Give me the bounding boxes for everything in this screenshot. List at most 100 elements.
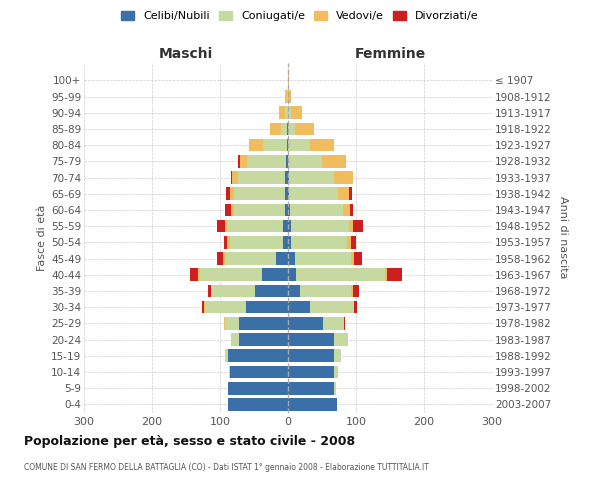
Bar — [334, 366, 338, 378]
Bar — [224, 236, 227, 248]
Bar — [288, 139, 310, 151]
Bar — [349, 188, 352, 200]
Bar — [344, 317, 345, 330]
Y-axis label: Anni di nascita: Anni di nascita — [558, 196, 568, 278]
Bar — [334, 350, 341, 362]
Bar — [230, 366, 288, 378]
Bar — [240, 155, 247, 168]
Bar — [203, 301, 205, 314]
Bar — [247, 155, 286, 168]
Bar — [288, 106, 292, 119]
Bar — [292, 220, 349, 232]
Bar — [283, 236, 288, 248]
Bar — [347, 236, 350, 248]
Bar — [231, 334, 239, 346]
Bar — [287, 90, 288, 103]
Bar — [223, 252, 225, 265]
Bar — [249, 139, 263, 151]
Bar — [285, 90, 287, 103]
Bar — [262, 268, 288, 281]
Y-axis label: Fasce di età: Fasce di età — [37, 204, 47, 270]
Text: Popolazione per età, sesso e stato civile - 2008: Popolazione per età, sesso e stato civil… — [24, 435, 355, 448]
Bar — [288, 236, 292, 248]
Bar — [230, 188, 233, 200]
Bar — [211, 284, 256, 298]
Bar — [239, 334, 288, 346]
Bar — [288, 122, 295, 136]
Bar — [229, 366, 230, 378]
Bar — [288, 284, 300, 298]
Bar — [288, 155, 322, 168]
Text: Maschi: Maschi — [159, 47, 213, 61]
Bar — [271, 122, 281, 136]
Bar — [276, 252, 288, 265]
Bar — [198, 268, 200, 281]
Bar — [323, 317, 344, 330]
Bar — [295, 252, 350, 265]
Bar — [292, 236, 347, 248]
Bar — [246, 301, 288, 314]
Bar — [288, 74, 289, 86]
Bar — [238, 155, 240, 168]
Bar — [354, 252, 362, 265]
Bar — [288, 398, 337, 410]
Legend: Celibi/Nubili, Coniugati/e, Vedovi/e, Divorziati/e: Celibi/Nubili, Coniugati/e, Vedovi/e, Di… — [121, 10, 479, 21]
Bar — [353, 284, 359, 298]
Bar — [225, 350, 228, 362]
Bar — [190, 268, 198, 281]
Bar — [288, 252, 295, 265]
Text: Femmine: Femmine — [355, 47, 425, 61]
Bar — [334, 171, 353, 184]
Bar — [288, 350, 334, 362]
Bar — [200, 268, 262, 281]
Bar — [310, 139, 334, 151]
Bar — [226, 188, 230, 200]
Bar — [338, 188, 349, 200]
Bar — [231, 171, 232, 184]
Bar — [263, 139, 287, 151]
Bar — [232, 171, 238, 184]
Bar — [350, 252, 354, 265]
Bar — [287, 139, 288, 151]
Bar — [354, 301, 358, 314]
Bar — [228, 350, 288, 362]
Bar — [350, 236, 356, 248]
Bar — [289, 188, 338, 200]
Bar — [239, 317, 288, 330]
Bar — [217, 220, 225, 232]
Bar — [230, 236, 283, 248]
Bar — [205, 301, 246, 314]
Bar — [228, 398, 288, 410]
Bar — [233, 188, 284, 200]
Bar — [288, 188, 289, 200]
Bar — [202, 301, 203, 314]
Bar — [225, 220, 227, 232]
Bar — [300, 284, 351, 298]
Bar — [288, 366, 334, 378]
Bar — [231, 204, 233, 216]
Bar — [279, 106, 284, 119]
Bar — [322, 155, 346, 168]
Bar — [281, 122, 287, 136]
Bar — [286, 155, 288, 168]
Bar — [288, 334, 334, 346]
Bar — [225, 252, 276, 265]
Bar — [343, 204, 350, 216]
Bar — [334, 382, 335, 394]
Bar — [288, 204, 290, 216]
Bar — [284, 188, 288, 200]
Bar — [292, 106, 302, 119]
Bar — [256, 284, 288, 298]
Bar — [283, 220, 288, 232]
Bar — [349, 220, 353, 232]
Bar — [351, 284, 353, 298]
Text: COMUNE DI SAN FERMO DELLA BATTAGLIA (CO) - Dati ISTAT 1° gennaio 2008 - Elaboraz: COMUNE DI SAN FERMO DELLA BATTAGLIA (CO)… — [24, 462, 429, 471]
Bar — [217, 252, 223, 265]
Bar — [284, 204, 288, 216]
Bar — [288, 268, 296, 281]
Bar — [285, 171, 288, 184]
Bar — [353, 220, 363, 232]
Bar — [233, 204, 284, 216]
Bar — [228, 382, 288, 394]
Bar — [227, 220, 283, 232]
